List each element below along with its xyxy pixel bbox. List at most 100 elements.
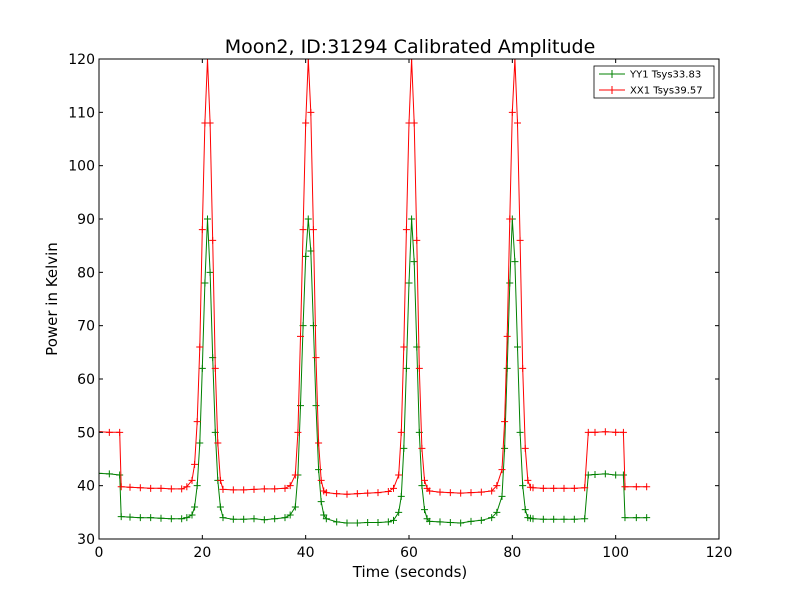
series-point — [498, 492, 506, 500]
series-point — [467, 489, 475, 497]
series-point — [312, 354, 320, 362]
series-point — [601, 470, 609, 478]
series-point — [402, 364, 410, 372]
series-point — [511, 59, 519, 63]
series-point — [216, 476, 224, 484]
series-point — [581, 484, 589, 492]
series-point — [384, 488, 392, 496]
series-point — [364, 489, 372, 497]
series-point — [206, 119, 214, 127]
series-point — [297, 332, 304, 340]
legend-marker-yy1 — [608, 70, 616, 78]
series-point — [188, 476, 196, 484]
series-point — [519, 364, 527, 372]
series-point — [539, 515, 547, 523]
series-point — [619, 428, 627, 436]
series-point — [550, 484, 558, 492]
series-point — [591, 428, 599, 436]
series-point — [384, 518, 392, 526]
series-point — [591, 470, 599, 478]
series-point — [271, 485, 279, 493]
series-point — [550, 515, 558, 523]
series-point — [498, 466, 506, 474]
series-point — [211, 364, 219, 372]
series-point — [116, 428, 124, 436]
series-point — [240, 515, 248, 523]
series-point — [643, 514, 651, 522]
series-point — [343, 519, 351, 527]
series-point — [584, 428, 592, 436]
series-point — [206, 268, 214, 276]
series-point — [410, 258, 418, 266]
series-point — [178, 515, 186, 523]
series-point — [196, 439, 204, 447]
series-point — [621, 514, 629, 522]
y-tick-label: 90 — [77, 212, 95, 228]
x-tick-label: 80 — [503, 545, 521, 561]
series-point — [374, 489, 382, 497]
series-point — [147, 484, 155, 492]
series-point — [250, 515, 258, 523]
legend: YY1 Tsys33.83 XX1 Tsys39.57 — [593, 65, 715, 99]
x-tick-label: 20 — [193, 545, 211, 561]
series-point — [612, 471, 620, 479]
series-point — [117, 513, 125, 521]
y-tick-label: 70 — [77, 319, 95, 335]
series-point — [413, 236, 421, 244]
series-point — [560, 515, 568, 523]
series-point — [477, 488, 485, 496]
series-point — [294, 428, 302, 436]
series-point — [397, 492, 405, 500]
series-point — [457, 519, 465, 527]
series-point — [157, 514, 165, 522]
legend-box — [593, 65, 715, 99]
series-point — [524, 476, 532, 484]
series-point — [204, 215, 211, 223]
series-point — [353, 519, 361, 527]
series-point — [632, 483, 640, 491]
series-point — [493, 508, 501, 516]
series-point — [196, 343, 204, 351]
series-point — [501, 444, 509, 452]
series-point — [178, 485, 186, 493]
series-point — [374, 518, 382, 526]
series-point — [560, 484, 568, 492]
series-point — [508, 108, 516, 116]
y-tick-label: 50 — [77, 425, 95, 441]
series-point — [529, 484, 537, 492]
series-point — [364, 518, 372, 526]
series-point — [390, 484, 397, 492]
series-point — [191, 503, 199, 511]
series-point — [415, 364, 423, 372]
series-point — [511, 258, 519, 266]
series-point — [204, 59, 211, 63]
series-point — [286, 482, 294, 490]
x-axis-label: Time (seconds) — [352, 563, 468, 581]
series-point — [193, 482, 201, 490]
series-1 — [99, 59, 651, 498]
series-point — [506, 279, 514, 287]
series-point — [353, 490, 361, 498]
series-point — [503, 364, 511, 372]
series-point — [418, 482, 426, 490]
y-tick-label: 100 — [68, 159, 95, 175]
series-point — [539, 484, 547, 492]
series-point — [405, 279, 413, 287]
series-point — [312, 402, 320, 410]
series-point — [516, 428, 524, 436]
series-point — [521, 506, 529, 514]
series-point — [570, 484, 578, 492]
series-point — [519, 482, 527, 490]
series-point — [183, 514, 191, 522]
series-point — [299, 226, 307, 234]
series-point — [183, 483, 191, 491]
series-layer — [99, 59, 651, 527]
series-point — [229, 486, 237, 494]
y-axis-label: Power in Kelvin — [43, 242, 61, 356]
series-point — [136, 484, 144, 492]
series-point — [467, 517, 475, 525]
series-point — [514, 343, 521, 351]
series-point — [506, 215, 514, 223]
